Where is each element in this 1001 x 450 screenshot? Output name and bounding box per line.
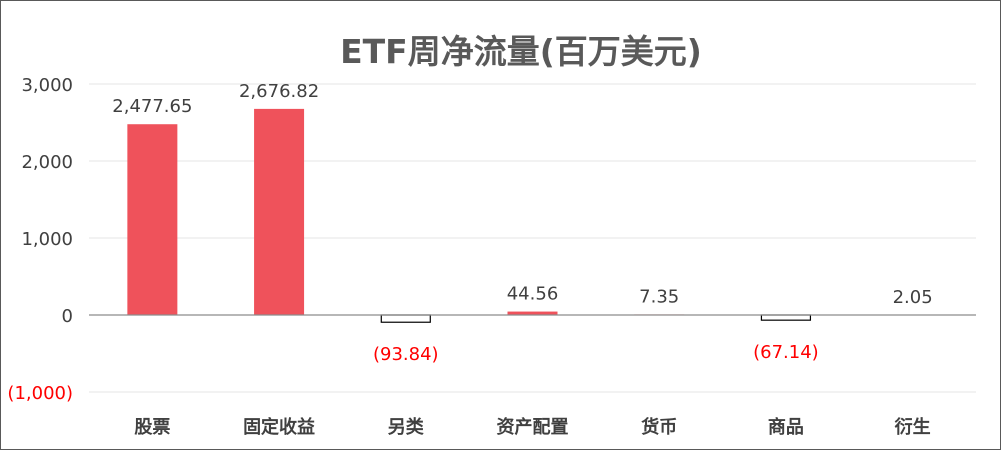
- x-tick-label: 资产配置: [497, 416, 569, 438]
- chart-title: ETF周净流量(百万美元): [340, 32, 702, 71]
- x-tick-label: 衍生: [895, 416, 931, 438]
- x-tick-label: 商品: [768, 416, 804, 438]
- bar: [254, 108, 305, 315]
- data-label: 7.35: [639, 286, 679, 307]
- data-label: (93.84): [373, 344, 439, 365]
- x-tick-label: 股票: [133, 417, 170, 438]
- data-label: 44.56: [507, 284, 559, 305]
- y-tick-label: (1,000): [7, 383, 73, 404]
- y-tick-label: 3,000: [21, 75, 73, 96]
- bar: [127, 124, 178, 315]
- bar: [380, 314, 431, 323]
- x-tick-label: 货币: [641, 416, 677, 438]
- y-tick-label: 0: [62, 306, 73, 327]
- bar: [760, 314, 812, 321]
- data-label: 2,676.82: [239, 81, 319, 102]
- x-tick-label: 固定收益: [243, 416, 315, 438]
- x-tick-label: 另类: [388, 416, 425, 438]
- data-label: 2.05: [893, 287, 933, 308]
- bar: [507, 311, 558, 315]
- y-tick-label: 2,000: [21, 152, 73, 173]
- y-tick-label: 1,000: [21, 229, 73, 250]
- data-label: (67.14): [753, 342, 819, 363]
- data-label: 2,477.65: [112, 96, 192, 117]
